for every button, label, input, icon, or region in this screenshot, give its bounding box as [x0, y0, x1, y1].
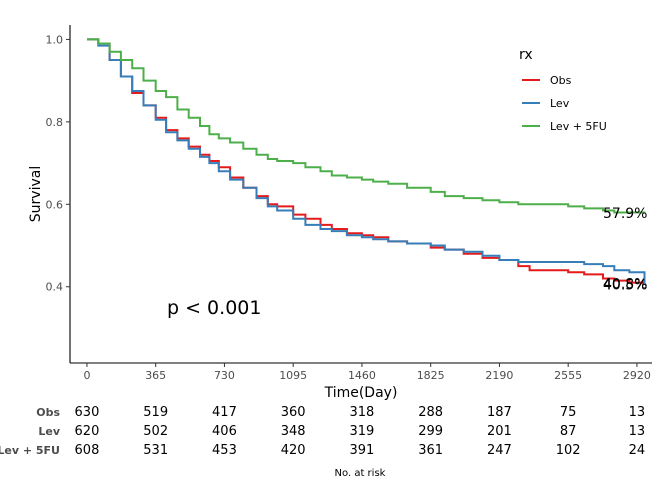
end-survival-label: 57.9% [603, 206, 647, 222]
axes: 0.4 0.6 0.8 1.0 0 365 730 1095 1460 1825 2190 2555 2… [28, 25, 652, 401]
x-tick-label: 1460 [348, 369, 376, 382]
risk-count: 361 [418, 443, 443, 458]
risk-count: 24 [629, 443, 646, 458]
y-axis-title: Survival [28, 166, 44, 222]
risk-count: 13 [629, 405, 646, 420]
risk-count: 75 [560, 405, 577, 420]
risk-count: 391 [350, 443, 375, 458]
risk-table-title: No. at risk [335, 468, 386, 479]
risk-count: 87 [560, 424, 577, 439]
legend-entry: Lev + 5FU [550, 120, 607, 133]
x-tick-label: 365 [145, 369, 166, 382]
x-axis-title: Time(Day) [324, 385, 398, 401]
risk-count: 102 [556, 443, 581, 458]
risk-count: 299 [418, 424, 443, 439]
end-survival-label: 40.8% [603, 276, 647, 292]
risk-count: 630 [75, 405, 100, 420]
plot-area: 40.8%40.5% 57.9% p < 0.001 [87, 38, 647, 319]
y-tick-label: 0.8 [46, 116, 64, 129]
risk-count: 417 [212, 405, 237, 420]
risk-count: 318 [350, 405, 375, 420]
x-tick-label: 1825 [417, 369, 445, 382]
risk-row-label: Lev [38, 425, 60, 438]
risk-count: 519 [143, 405, 168, 420]
risk-count: 608 [75, 443, 100, 458]
risk-count: 348 [281, 424, 306, 439]
risk-count: 360 [281, 405, 306, 420]
risk-count: 406 [212, 424, 237, 439]
risk-count: 319 [350, 424, 375, 439]
risk-count: 420 [281, 443, 306, 458]
risk-count: 247 [487, 443, 512, 458]
x-tick-label: 0 [83, 369, 90, 382]
legend-entry: Obs [550, 74, 572, 87]
x-tick-label: 2920 [623, 369, 651, 382]
risk-count: 201 [487, 424, 512, 439]
risk-count: 13 [629, 424, 646, 439]
risk-count: 187 [487, 405, 512, 420]
legend: rx Obs Lev Lev + 5FU [519, 47, 607, 133]
y-tick-label: 0.6 [46, 198, 64, 211]
legend-title: rx [519, 47, 533, 63]
y-tick-label: 1.0 [46, 33, 64, 46]
risk-count: 531 [143, 443, 168, 458]
x-tick-label: 2555 [554, 369, 582, 382]
survival-curve-lev [87, 38, 646, 285]
risk-row-label: Lev + 5FU [0, 444, 60, 457]
end-survival-label: 40.5% [603, 278, 647, 294]
risk-row-label: Obs [36, 406, 60, 419]
x-tick-label: 1095 [279, 369, 307, 382]
risk-count: 453 [212, 443, 237, 458]
risk-table: Obs 630 519 417 360 318 288 187 75 13 Lev 620 502 406… [0, 405, 645, 479]
x-tick-label: 730 [214, 369, 235, 382]
risk-count: 620 [75, 424, 100, 439]
pvalue-annotation: p < 0.001 [167, 297, 261, 319]
x-tick-label: 2190 [485, 369, 513, 382]
risk-count: 502 [143, 424, 168, 439]
survival-curve-lev-5fu [87, 38, 646, 214]
y-tick-label: 0.4 [46, 281, 64, 294]
legend-entry: Lev [550, 97, 570, 110]
risk-count: 288 [418, 405, 443, 420]
